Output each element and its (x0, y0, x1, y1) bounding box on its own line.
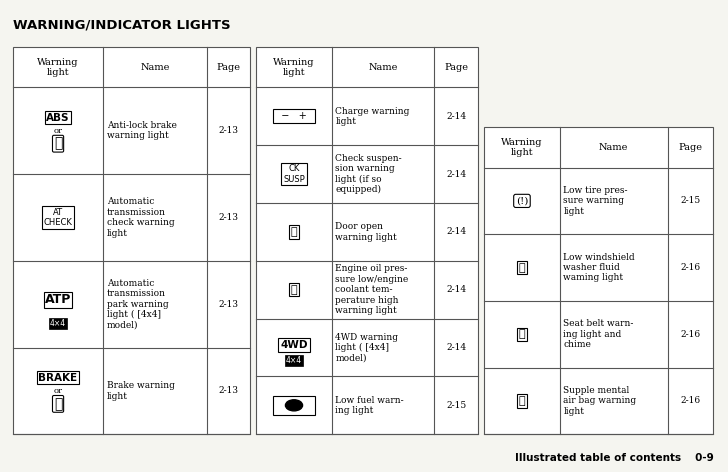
Text: ⛄: ⛄ (518, 262, 526, 272)
Text: Seat belt warn-
ing light and
chime: Seat belt warn- ing light and chime (563, 320, 634, 349)
Text: 2-13: 2-13 (218, 387, 238, 396)
Text: Ⓣ: Ⓣ (54, 137, 63, 151)
Text: 2-16: 2-16 (681, 263, 700, 272)
Text: 4WD: 4WD (280, 340, 308, 350)
Text: 2-14: 2-14 (446, 169, 466, 178)
Text: Warning
light: Warning light (273, 58, 314, 77)
Text: 4×4: 4×4 (286, 356, 302, 365)
Text: 2-13: 2-13 (218, 300, 238, 309)
Text: or: or (54, 387, 63, 395)
Text: Page: Page (678, 143, 703, 152)
Text: Low tire pres-
sure warning
light: Low tire pres- sure warning light (563, 186, 628, 216)
Text: (!): (!) (515, 196, 528, 205)
Text: 2-14: 2-14 (446, 285, 466, 294)
Bar (484, 127, 713, 434)
Text: Brake warning
light: Brake warning light (107, 381, 175, 401)
Text: ATP: ATP (45, 293, 71, 306)
Text: 2-15: 2-15 (681, 196, 700, 205)
Text: Page: Page (216, 63, 240, 72)
Text: Supple mental
air bag warning
light: Supple mental air bag warning light (563, 386, 636, 416)
Text: Anti-lock brake
warning light: Anti-lock brake warning light (107, 121, 176, 140)
Text: 2-15: 2-15 (446, 401, 466, 410)
Text: BRAKE: BRAKE (39, 373, 78, 383)
Text: Page: Page (444, 63, 468, 72)
Text: 2-13: 2-13 (218, 126, 238, 135)
Text: 2-13: 2-13 (218, 213, 238, 222)
Text: 2-16: 2-16 (681, 396, 700, 405)
Text: Automatic
transmission
park warning
light ( [4x4]
model): Automatic transmission park warning ligh… (107, 279, 168, 329)
Text: Name: Name (141, 63, 170, 72)
Text: −   +: − + (275, 111, 313, 121)
Circle shape (285, 400, 303, 411)
Text: Low windshield
washer fluid
waming light: Low windshield washer fluid waming light (563, 253, 635, 282)
Text: 4WD warning
light ( [4x4]
model): 4WD warning light ( [4x4] model) (336, 333, 398, 362)
Text: Check suspen-
sion warning
light (if so
equipped): Check suspen- sion warning light (if so … (336, 154, 402, 194)
Text: Charge warning
light: Charge warning light (336, 107, 410, 126)
Bar (273, 396, 314, 414)
Text: or: or (54, 126, 63, 135)
Text: Engine oil pres-
sure low/engine
coolant tem-
perature high
warning light: Engine oil pres- sure low/engine coolant… (336, 264, 408, 315)
Text: Ⓛ: Ⓛ (54, 397, 63, 411)
Text: Low fuel warn-
ing light: Low fuel warn- ing light (336, 396, 404, 415)
Text: 2-14: 2-14 (446, 228, 466, 236)
Text: 4×4: 4×4 (50, 319, 66, 328)
Text: ABS: ABS (47, 113, 70, 123)
Text: Name: Name (368, 63, 397, 72)
Text: WARNING/INDICATOR LIGHTS: WARNING/INDICATOR LIGHTS (13, 19, 231, 32)
Text: 🚪: 🚪 (290, 227, 297, 237)
Text: 🚹: 🚹 (518, 329, 526, 339)
Text: 2-16: 2-16 (681, 330, 700, 339)
Text: Name: Name (599, 143, 628, 152)
Text: Illustrated table of contents  0-9: Illustrated table of contents 0-9 (515, 453, 713, 463)
Text: Warning
light: Warning light (501, 138, 542, 157)
Text: 2-14: 2-14 (446, 343, 466, 352)
Text: 2-14: 2-14 (446, 112, 466, 121)
Bar (256, 47, 478, 434)
Bar (13, 47, 250, 434)
Text: Door open
warning light: Door open warning light (336, 222, 397, 242)
Text: AT
CHECK: AT CHECK (44, 208, 73, 227)
Text: 🧑: 🧑 (518, 396, 526, 406)
Text: Automatic
transmission
check warning
light: Automatic transmission check warning lig… (107, 197, 174, 237)
Text: CK
SUSP: CK SUSP (283, 164, 305, 184)
Text: Warning
light: Warning light (37, 58, 79, 77)
Text: 🛢: 🛢 (290, 285, 297, 295)
